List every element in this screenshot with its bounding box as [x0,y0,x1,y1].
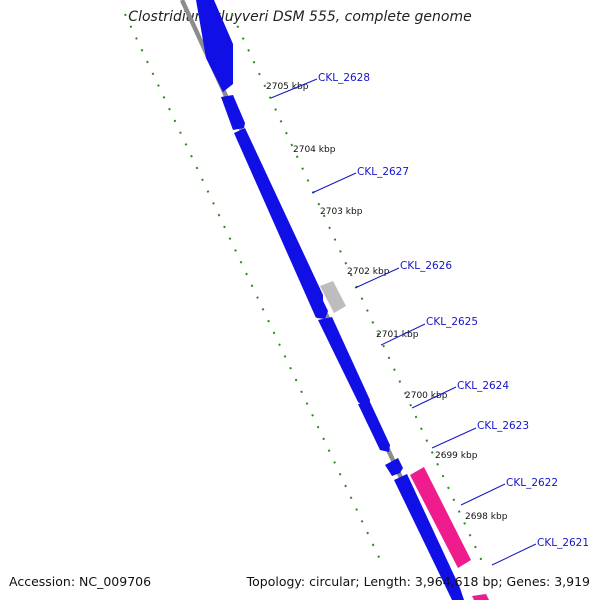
kbp-tick-label: 2702 kbp [347,267,390,277]
gene-label[interactable]: CKL_2624 [457,380,509,392]
gene-forward-1 [196,0,233,92]
gene-label-leader [270,78,318,99]
gene-forward-7 [385,458,403,476]
genome-summary-text: Topology: circular; Length: 3,964,618 bp… [246,574,590,589]
gene-label[interactable]: CKL_2626 [400,260,452,272]
accession-text: Accession: NC_009706 [9,574,152,589]
kbp-tick-label: 2703 kbp [320,207,363,217]
kbp-tick-label: 2700 kbp [405,391,448,401]
gene-label-leader [311,172,357,194]
kbp-tick-label: 2698 kbp [465,512,508,522]
gene-label[interactable]: CKL_2623 [477,420,529,432]
gene-forward-5 [318,317,370,410]
inner-tick-ring [231,13,486,569]
gene-label-leader [431,427,477,449]
gene-label[interactable]: CKL_2625 [426,316,478,328]
gene-label-leader [491,543,537,566]
kbp-tick-label: 2699 kbp [435,451,478,461]
gene-label[interactable]: CKL_2621 [537,537,589,549]
kbp-tick-label: 2704 kbp [293,145,336,155]
gene-forward-2 [221,95,245,130]
gene-reverse-2 [472,594,489,600]
gene-label[interactable]: CKL_2622 [506,477,558,489]
gene-label-leader [460,483,506,506]
kbp-tick-label: 2701 kbp [376,330,419,340]
outer-tick-ring [124,13,384,567]
gene-forward-6 [358,402,390,452]
gene-label-leader [380,323,426,346]
gene-label-leader [411,386,457,409]
gene-label[interactable]: CKL_2627 [357,166,409,178]
gene-label-leader [354,267,400,289]
gene-forward-8 [394,474,464,600]
feature-other-1 [320,281,346,313]
gene-forward-4 [304,286,328,319]
gene-label[interactable]: CKL_2628 [318,72,370,84]
kbp-tick-label: 2705 kbp [266,82,309,92]
gene-reverse-1 [410,467,471,568]
gene-forward-3 [234,128,323,318]
